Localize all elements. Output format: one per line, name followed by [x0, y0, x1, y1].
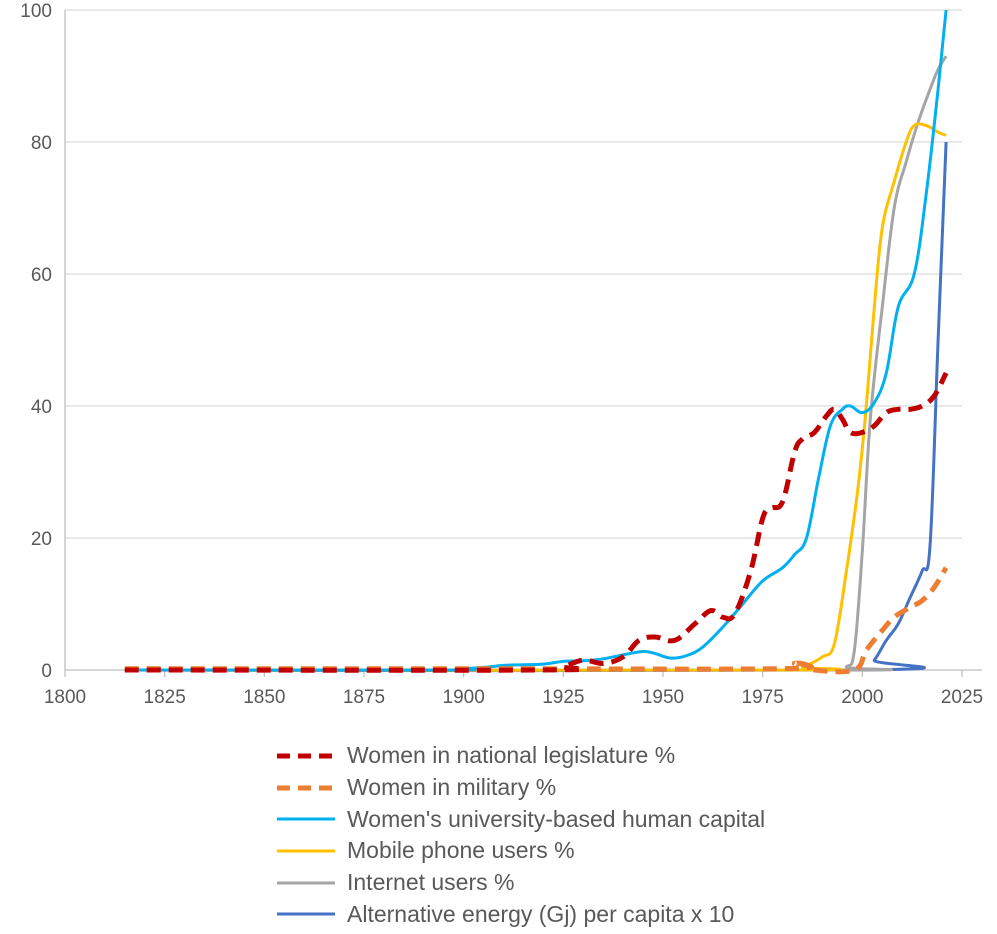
x-tick-label-1975: 1975 [742, 687, 784, 708]
y-tick-label-40: 40 [31, 397, 52, 418]
x-tick-label-1875: 1875 [343, 687, 385, 708]
tick-labels: 0 20 40 60 80 100 1800 1825 1850 1875 1900 1925 1950… [20, 1, 983, 708]
legend-swatch-2 [277, 817, 335, 821]
legend-label-5: Alternative energy (Gj) per capita x 10 [347, 900, 735, 927]
x-tick-label-1950: 1950 [642, 687, 684, 708]
legend-swatch-5 [277, 912, 335, 916]
y-tick-label-100: 100 [20, 1, 52, 22]
x-tick-label-1800: 1800 [44, 687, 86, 708]
legend-item-4: Internet users % [275, 867, 765, 899]
legend-swatch-0 [277, 753, 335, 759]
series-line-2 [124, 9, 948, 672]
x-tick-label-2000: 2000 [841, 687, 883, 708]
y-tick-label-0: 0 [41, 661, 52, 682]
gridlines [65, 9, 962, 539]
legend: Women in national legislature % Women in … [275, 740, 765, 930]
legend-swatch-3 [277, 849, 335, 853]
series-line-1 [124, 566, 949, 675]
x-tick-label-1850: 1850 [243, 687, 285, 708]
legend-label-1: Women in military % [347, 774, 557, 801]
legend-item-0: Women in national legislature % [275, 740, 765, 772]
x-tick-label-1825: 1825 [144, 687, 186, 708]
legend-item-2: Women's university-based human capital [275, 803, 765, 835]
y-tick-label-80: 80 [31, 133, 52, 154]
y-tick-label-60: 60 [31, 265, 52, 286]
legend-label-3: Mobile phone users % [347, 837, 575, 864]
x-tick-label-1925: 1925 [542, 687, 584, 708]
series-line-0 [124, 371, 949, 673]
series-line-3 [124, 122, 947, 672]
series-line-4 [124, 55, 948, 672]
legend-item-1: Women in military % [275, 772, 765, 804]
legend-label-4: Internet users % [347, 869, 515, 896]
legend-label-2: Women's university-based human capital [347, 805, 766, 832]
series-lines [124, 9, 949, 675]
x-tick-label-1900: 1900 [443, 687, 485, 708]
legend-item-5: Alternative energy (Gj) per capita x 10 [275, 898, 765, 930]
x-tick-label-2025: 2025 [941, 687, 983, 708]
legend-label-0: Women in national legislature % [347, 742, 676, 769]
y-tick-label-20: 20 [31, 529, 52, 550]
legend-swatch-4 [277, 881, 335, 885]
legend-item-3: Mobile phone users % [275, 835, 765, 867]
line-chart: 0 20 40 60 80 100 1800 1825 1850 1875 1900 1925 1950… [20, 1, 983, 708]
legend-swatch-1 [277, 785, 335, 791]
